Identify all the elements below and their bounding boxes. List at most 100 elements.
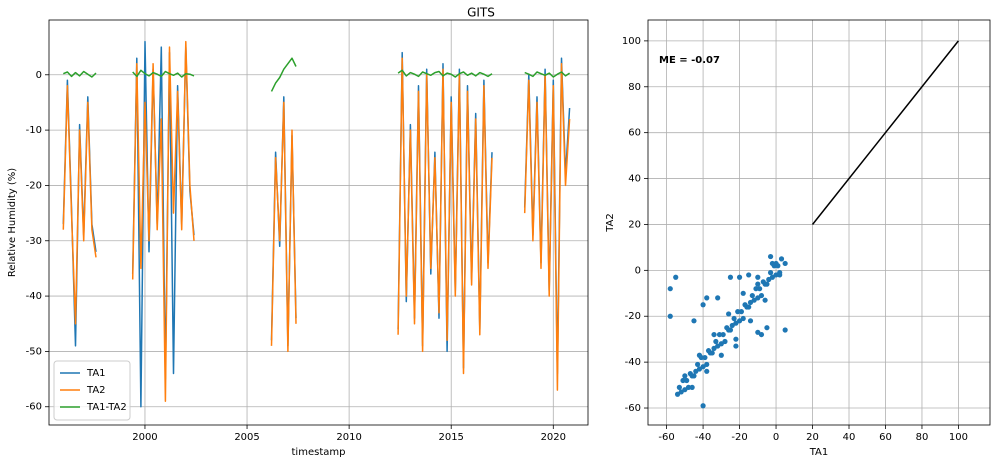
scatter-point [713, 338, 719, 345]
scatter-point [722, 338, 728, 345]
scatter-point [667, 313, 673, 319]
y-tick-label: -60 [625, 403, 641, 414]
y-tick-label: 0 [635, 265, 641, 276]
scatter-point [704, 295, 710, 301]
y-tick-label: -60 [26, 402, 42, 413]
scatter-point [691, 373, 697, 379]
y-tick-label: -40 [26, 291, 42, 302]
scatter-point [727, 274, 734, 280]
y-axis-label: TA2 [605, 213, 616, 233]
legend-label: TA1 [86, 368, 106, 379]
scatter-point [685, 384, 692, 390]
y-tick-label: 40 [628, 174, 641, 185]
x-axis-label: timestamp [292, 447, 346, 458]
scatter-point [715, 295, 721, 301]
scatter-point [758, 331, 765, 338]
y-tick-label: 80 [628, 82, 641, 93]
axes-frame [48, 19, 589, 426]
scatter-point [733, 336, 739, 342]
scatter-point [749, 292, 755, 299]
x-tick-label: -20 [731, 432, 747, 443]
scatter-point [777, 272, 783, 278]
scatter-point [773, 260, 779, 267]
series-line [62, 40, 571, 402]
scatter-point [782, 260, 788, 267]
x-tick-label: 0 [773, 432, 779, 443]
scatter-point [700, 403, 706, 409]
scatter-point [740, 315, 746, 322]
scatter-point [704, 368, 710, 374]
scatter-point [673, 274, 679, 280]
scatter-point [691, 318, 697, 324]
scatter-point [682, 373, 688, 379]
scatter-point [764, 281, 770, 287]
y-tick-label: -20 [26, 180, 42, 191]
chart-title: GITS [467, 6, 495, 20]
scatter-point [676, 384, 682, 390]
x-tick-label: 2010 [336, 432, 361, 443]
scatter-point [733, 343, 739, 349]
x-tick-label: 80 [916, 432, 929, 443]
x-tick-label: 2000 [132, 432, 157, 443]
y-tick-label: 100 [622, 36, 641, 47]
scatter-point [704, 361, 710, 368]
y-axis-label: Relative Humidity (%) [7, 168, 18, 277]
scatter-point [711, 331, 717, 338]
scatter-point [746, 304, 752, 310]
y-tick-label: -50 [26, 346, 42, 357]
scatter-point [720, 331, 726, 338]
scatter-point [667, 286, 673, 292]
scatter-point [755, 281, 761, 287]
scatter-point [689, 384, 695, 390]
scatter-point [762, 297, 768, 303]
x-tick-label: -40 [695, 432, 711, 443]
scatter-point [778, 256, 785, 262]
series-line [63, 57, 571, 92]
scatter-point [736, 274, 743, 280]
y-tick-label: 0 [36, 70, 42, 81]
scatter-point [709, 350, 715, 356]
annotation: ME = -0.07 [659, 55, 720, 66]
legend-label: TA2 [86, 385, 106, 396]
scatter-point [700, 302, 706, 308]
scatter-point [747, 318, 754, 324]
x-tick-label: 100 [949, 432, 968, 443]
scatter-point [684, 377, 690, 384]
scatter-point [735, 309, 741, 315]
scatter-point [782, 327, 788, 333]
x-tick-label: 2020 [541, 432, 566, 443]
scatter-point [769, 260, 775, 267]
x-tick-label: 60 [879, 432, 892, 443]
scatter-point [755, 274, 761, 280]
legend-box [53, 360, 131, 421]
scatter-point [680, 377, 686, 384]
y-tick-label: -40 [625, 357, 641, 368]
y-tick-label: 60 [628, 128, 641, 139]
scatter-point [740, 290, 746, 296]
y-tick-label: -30 [26, 236, 42, 247]
scatter-point [718, 352, 724, 358]
x-tick-label: 2015 [438, 432, 463, 443]
scatter-point [758, 292, 765, 299]
x-tick-label: 2005 [234, 432, 259, 443]
scatter-point [716, 331, 723, 338]
y-tick-label: -20 [625, 311, 641, 322]
scatter-point [702, 354, 708, 361]
x-tick-label: 20 [806, 432, 819, 443]
scatter-point [696, 352, 703, 358]
x-tick-label: -60 [658, 432, 674, 443]
scatter-point [753, 286, 759, 292]
scatter-point [757, 286, 763, 292]
x-tick-label: 40 [843, 432, 856, 443]
scatter-point [767, 270, 774, 276]
reference-line [811, 40, 959, 225]
scatter-point [726, 311, 732, 317]
x-axis-label: TA1 [809, 447, 829, 458]
y-tick-label: 20 [628, 219, 641, 230]
y-tick-label: -10 [26, 125, 42, 136]
scatter-point [746, 272, 752, 278]
scatter-point [731, 315, 737, 322]
scatter-point [695, 361, 701, 368]
legend-label: TA1-TA2 [86, 402, 127, 413]
